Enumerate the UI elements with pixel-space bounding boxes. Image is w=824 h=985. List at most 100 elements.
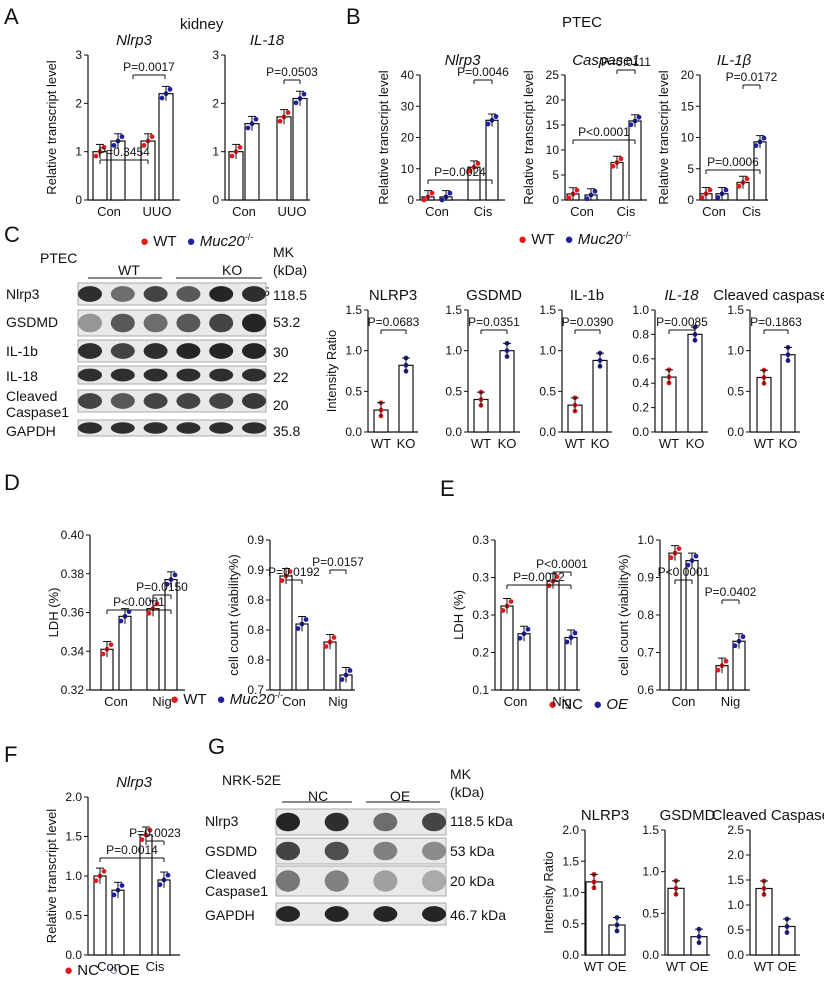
blot-g-band <box>276 812 300 832</box>
y-tick-label: 0.32 <box>61 683 85 697</box>
data-point <box>167 86 173 92</box>
data-point <box>119 883 125 888</box>
y-tick-label: 20 <box>546 93 560 107</box>
y-tick-label: 0.4 <box>632 376 649 390</box>
data-point <box>429 190 435 196</box>
blot-g-band <box>324 812 349 832</box>
y-tick-label: 1.0 <box>632 303 649 317</box>
x-tick-label: WT <box>666 959 686 974</box>
data-point <box>347 668 353 673</box>
data-point <box>101 144 107 150</box>
blot-c-row-label: Caspase1 <box>6 404 70 420</box>
p-value-label: P=0.0503 <box>266 65 318 79</box>
bar <box>585 881 603 956</box>
data-point <box>287 569 293 574</box>
blot-c-band <box>242 393 266 409</box>
ptec-title: PTEC <box>562 14 603 31</box>
p-value-label: P=0.0046 <box>457 65 509 79</box>
data-point <box>172 572 178 578</box>
data-point <box>149 134 155 140</box>
blot-c-band <box>209 393 234 409</box>
blot-g-strip <box>275 808 447 836</box>
x-tick-label: KO <box>591 436 610 451</box>
bar <box>146 608 160 691</box>
chart-title: GSDMD <box>466 287 522 304</box>
data-point <box>285 110 291 115</box>
panel-label-g: G <box>208 734 226 759</box>
panel-label-a: A <box>4 4 19 29</box>
data-point <box>732 643 738 649</box>
p-value-label: P=0.0157 <box>312 555 364 569</box>
y-tick-label: 0.8 <box>637 608 654 622</box>
blot-c-band <box>176 286 201 302</box>
blot-g-mw: 20 kDa <box>450 873 495 889</box>
blot-c-strip <box>77 419 267 437</box>
x-tick-label: Cis <box>146 959 165 974</box>
y-tick-label: 0 <box>687 193 694 207</box>
chart-title: Nlrp3 <box>116 32 153 49</box>
blot-c-band <box>242 313 266 333</box>
chart-title: Cleaved caspase1 <box>713 287 824 304</box>
p-value-label: P=0.0390 <box>562 315 614 329</box>
chart-title: Cleaved Caspase1 <box>712 807 824 824</box>
y-tick-label: 10 <box>546 143 560 157</box>
blot-c-band <box>143 422 168 434</box>
y-tick-label: 20 <box>401 131 415 145</box>
data-point <box>761 135 767 141</box>
blot-g-row-label: Caspase1 <box>205 883 269 899</box>
data-point <box>126 609 132 615</box>
blot-c-ptec-label: PTEC <box>40 250 78 266</box>
bar <box>499 350 515 433</box>
data-point <box>736 183 742 189</box>
blot-c-mw: 118.5 <box>273 287 307 303</box>
chart-title: NLRP3 <box>369 287 417 304</box>
data-point <box>293 100 299 106</box>
data-point <box>165 872 171 878</box>
blot-g-row-label: GSDMD <box>205 843 258 859</box>
data-point <box>685 562 691 568</box>
blot-g-band <box>276 906 300 922</box>
blot-c-band <box>242 368 266 382</box>
blot-c-band <box>209 343 234 359</box>
blot-c-row-label: GSDMD <box>6 314 59 330</box>
x-tick-label: WT <box>471 436 491 451</box>
y-tick-label: 0.38 <box>61 567 85 581</box>
x-tick-label: Con <box>97 204 121 219</box>
blot-c-band <box>209 422 234 434</box>
x-tick-label: OE <box>690 959 709 974</box>
chart-title: NLRP3 <box>581 807 629 824</box>
y-axis-label: cell count (viability%) <box>616 554 631 675</box>
x-tick-label: Cis <box>742 204 761 219</box>
blot-c-strip <box>77 339 267 363</box>
y-tick-label: 1.0 <box>727 898 744 912</box>
x-tick-label: KO <box>498 436 517 451</box>
y-tick-label: 1 <box>75 145 82 159</box>
y-axis-label: Relative transcript level <box>521 70 536 204</box>
y-tick-label: 0.3 <box>472 608 489 622</box>
data-point <box>493 114 499 119</box>
bar <box>295 623 309 691</box>
legend-nc-oe-f: ● NC ○OE <box>64 962 140 979</box>
data-point <box>618 156 624 162</box>
bar <box>118 615 132 691</box>
legend-wt-muc-c: ● WT ● Muc20-/- <box>140 232 254 250</box>
x-tick-label: KO <box>686 436 705 451</box>
data-point <box>740 634 746 640</box>
data-point <box>339 677 345 682</box>
bar <box>292 97 308 201</box>
blot-c-band <box>78 368 102 382</box>
y-tick-label: 0.8 <box>247 653 264 667</box>
y-tick-label: 2.0 <box>562 823 579 837</box>
y-tick-label: 0.7 <box>637 646 654 660</box>
y-tick-label: 25 <box>546 68 560 82</box>
y-tick-label: 1.5 <box>345 303 362 317</box>
y-tick-label: 15 <box>681 99 695 113</box>
y-tick-label: 0 <box>407 193 414 207</box>
blot-c-mw: 53.2 <box>273 314 301 330</box>
data-point <box>237 144 243 150</box>
panel-label-d: D <box>4 470 20 495</box>
data-point <box>108 642 114 648</box>
data-point <box>421 197 427 203</box>
y-tick-label: 0.0 <box>727 425 744 439</box>
blot-g-strip <box>275 865 447 897</box>
